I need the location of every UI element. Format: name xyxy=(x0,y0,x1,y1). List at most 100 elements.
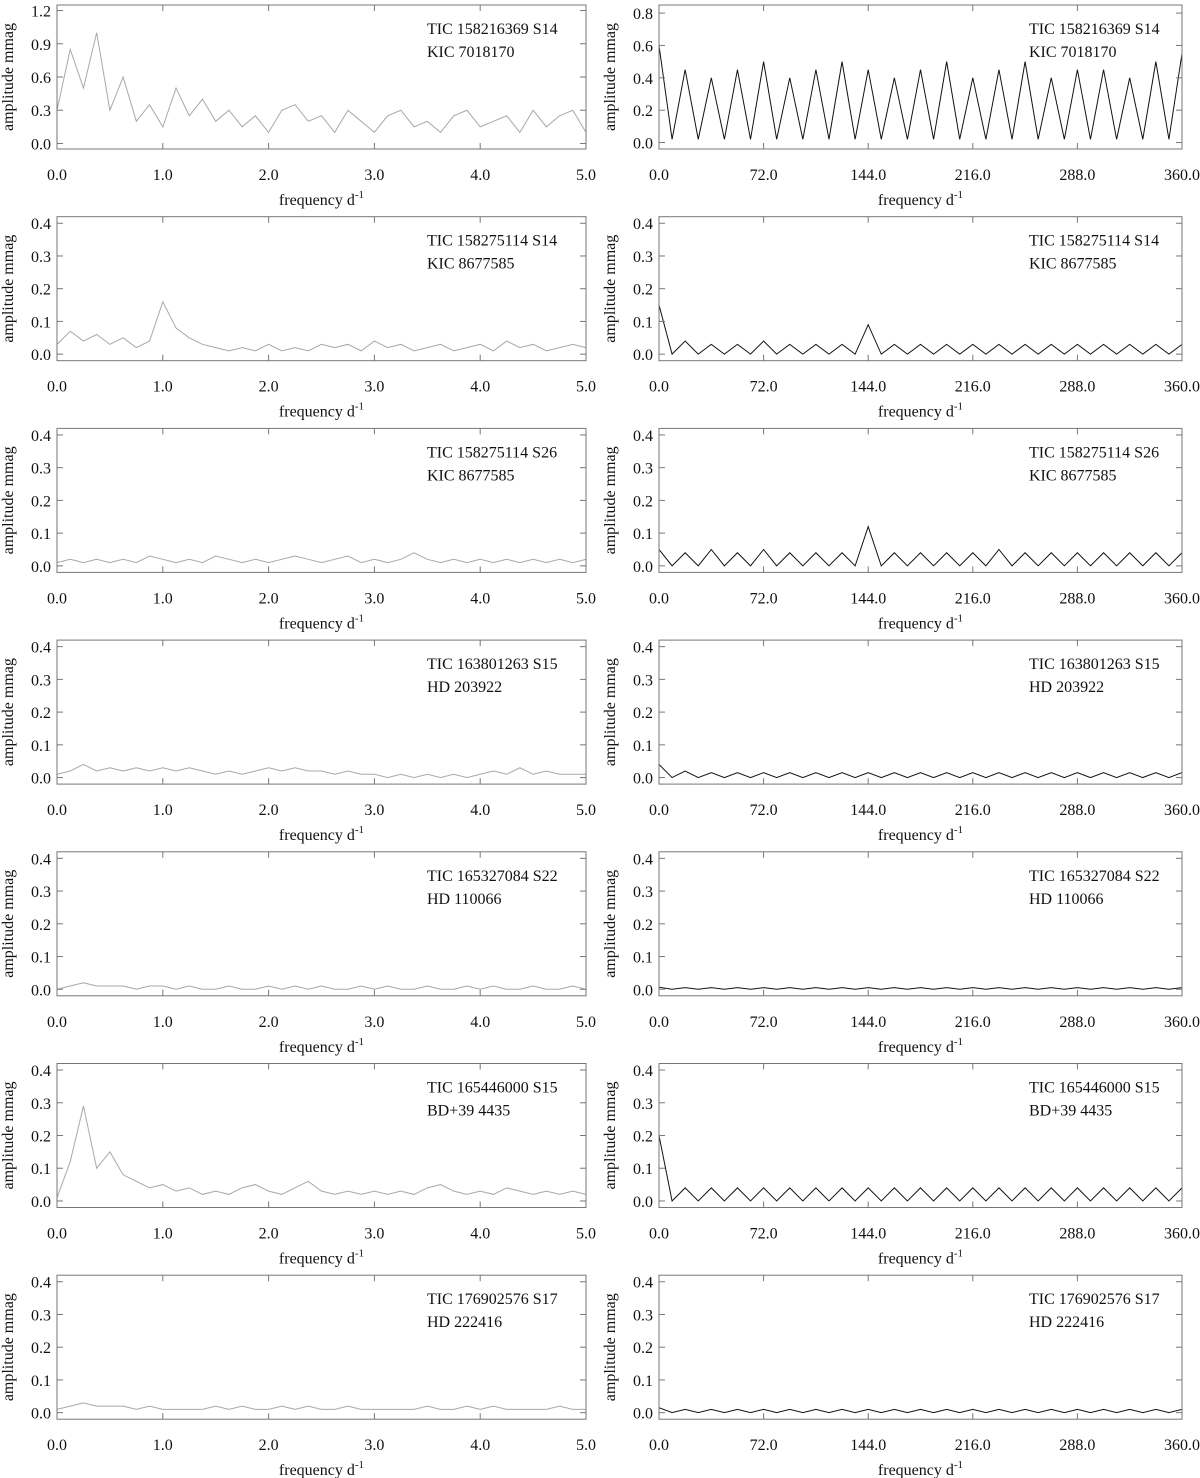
x-axis-label-text: frequency d xyxy=(279,192,355,209)
x-tick-label: 216.0 xyxy=(955,167,991,184)
annotation: KIC 8677585 xyxy=(427,256,515,273)
y-tick-label: 0.1 xyxy=(633,738,653,755)
x-axis-label-superscript: -1 xyxy=(355,612,364,624)
annotation: KIC 7018170 xyxy=(427,44,515,61)
panel: 0.0 1.0 2.0 3.0 4.0 5.0 0.0 0.1 0.2 0.3 0.4 frequen… xyxy=(0,851,596,1056)
x-tick-label: 1.0 xyxy=(153,802,173,819)
annotation: HD 110066 xyxy=(1029,891,1104,908)
x-axis-label-text: frequency d xyxy=(878,1462,954,1478)
x-tick-label: 1.0 xyxy=(153,1437,173,1454)
x-tick-label: 4.0 xyxy=(470,1226,490,1243)
plot-area xyxy=(659,1407,1182,1414)
annotation: TIC 165446000 S15 xyxy=(427,1080,558,1097)
x-tick-label: 0.0 xyxy=(649,590,669,607)
x-axis-label: frequency d-1 xyxy=(279,189,364,209)
y-tick-label: 0.8 xyxy=(633,6,653,23)
plot-area xyxy=(659,304,1182,356)
y-tick-label: 0.0 xyxy=(633,1194,653,1211)
spectrum-line xyxy=(659,304,1182,356)
y-tick-label: 0.4 xyxy=(633,71,653,88)
x-tick-label: 3.0 xyxy=(364,802,384,819)
annotation: TIC 158216369 S14 xyxy=(427,21,558,38)
y-tick-label: 0.2 xyxy=(633,917,653,934)
y-tick-label: 0.4 xyxy=(633,1063,653,1080)
y-tick-label: 0.1 xyxy=(31,1161,51,1178)
y-axis-label: amplitude mmag xyxy=(602,235,619,343)
y-tick-label: 0.4 xyxy=(31,851,51,868)
spectrum-line xyxy=(659,986,1182,990)
x-tick-label: 3.0 xyxy=(364,590,384,607)
x-tick-label: 2.0 xyxy=(259,802,279,819)
x-axis-label-superscript: -1 xyxy=(355,401,364,413)
y-tick-label: 0.3 xyxy=(31,249,51,266)
x-tick-label: 360.0 xyxy=(1164,1226,1200,1243)
annotation: HD 203922 xyxy=(1029,679,1104,696)
annotation: HD 203922 xyxy=(427,679,502,696)
annotation: TIC 165327084 S22 xyxy=(1029,868,1160,885)
y-tick-label: 0.9 xyxy=(31,37,51,54)
x-axis-label-superscript: -1 xyxy=(954,1248,963,1260)
y-tick-label: 0.0 xyxy=(31,559,51,576)
x-tick-label: 288.0 xyxy=(1059,1437,1095,1454)
panel: 0.0 1.0 2.0 3.0 4.0 5.0 0.0 0.1 0.2 0.3 0.4 frequen… xyxy=(0,1274,596,1478)
x-tick-label: 0.0 xyxy=(47,379,67,396)
annotation: TIC 158216369 S14 xyxy=(1029,21,1160,38)
y-tick-label: 0.1 xyxy=(633,314,653,331)
x-axis-label-superscript: -1 xyxy=(355,189,364,201)
x-tick-label: 288.0 xyxy=(1059,379,1095,396)
x-tick-label: 2.0 xyxy=(259,1437,279,1454)
y-tick-label: 0.0 xyxy=(31,136,51,153)
y-tick-label: 0.0 xyxy=(633,136,653,153)
y-tick-label: 0.3 xyxy=(31,461,51,478)
x-tick-label: 1.0 xyxy=(153,1226,173,1243)
annotation: KIC 7018170 xyxy=(1029,44,1117,61)
x-tick-label: 1.0 xyxy=(153,1014,173,1031)
y-axis-label: amplitude mmag xyxy=(0,23,17,131)
y-tick-label: 0.2 xyxy=(31,282,51,299)
x-axis-label-text: frequency d xyxy=(878,615,954,632)
x-tick-label: 216.0 xyxy=(955,1437,991,1454)
spectrum-line xyxy=(57,300,586,352)
y-axis-label: amplitude mmag xyxy=(0,235,17,343)
x-tick-label: 72.0 xyxy=(750,167,778,184)
y-tick-label: 0.1 xyxy=(31,738,51,755)
y-axis-label: amplitude mmag xyxy=(0,1082,17,1190)
y-tick-label: 0.0 xyxy=(31,1406,51,1423)
x-tick-label: 4.0 xyxy=(470,1014,490,1031)
x-tick-label: 72.0 xyxy=(750,1437,778,1454)
spectrum-line xyxy=(57,1105,586,1198)
y-tick-label: 0.0 xyxy=(633,559,653,576)
annotation: KIC 8677585 xyxy=(427,467,515,484)
panel: 0.0 1.0 2.0 3.0 4.0 5.0 0.0 0.1 0.2 0.3 0.4 frequen… xyxy=(0,1063,596,1268)
panel: 0.0 1.0 2.0 3.0 4.0 5.0 0.0 0.3 0.6 0.9 1.2 frequen… xyxy=(0,4,596,209)
x-axis-label-superscript: -1 xyxy=(954,1459,963,1471)
annotation: TIC 158275114 S26 xyxy=(1029,444,1159,461)
spectrum-line xyxy=(57,32,586,134)
x-tick-label: 360.0 xyxy=(1164,1437,1200,1454)
y-tick-label: 0.4 xyxy=(31,216,51,233)
annotation: TIC 163801263 S15 xyxy=(1029,656,1160,673)
x-tick-label: 0.0 xyxy=(649,379,669,396)
panel: 0.0 72.0 144.0 216.0 288.0 360.0 0.0 0.1 0.2 0.3 0… xyxy=(602,216,1200,421)
x-tick-label: 72.0 xyxy=(750,590,778,607)
y-axis-label: amplitude mmag xyxy=(0,446,17,554)
y-axis-label: amplitude mmag xyxy=(602,658,619,766)
x-tick-label: 0.0 xyxy=(47,802,67,819)
y-tick-label: 0.0 xyxy=(633,1406,653,1423)
y-axis-label: amplitude mmag xyxy=(602,446,619,554)
panel: 0.0 72.0 144.0 216.0 288.0 360.0 0.0 0.1 0.2 0.3 0… xyxy=(602,427,1200,632)
x-tick-label: 1.0 xyxy=(153,590,173,607)
x-tick-label: 288.0 xyxy=(1059,1226,1095,1243)
y-axis-label: amplitude mmag xyxy=(602,870,619,978)
plot-area xyxy=(659,45,1182,140)
x-tick-label: 0.0 xyxy=(649,167,669,184)
plot-area xyxy=(659,764,1182,779)
y-tick-label: 0.2 xyxy=(633,103,653,120)
y-tick-label: 0.3 xyxy=(31,884,51,901)
x-axis-label-text: frequency d xyxy=(878,192,954,209)
x-axis-label-superscript: -1 xyxy=(954,612,963,624)
x-tick-label: 0.0 xyxy=(649,802,669,819)
x-tick-label: 144.0 xyxy=(850,590,886,607)
panel: 0.0 1.0 2.0 3.0 4.0 5.0 0.0 0.1 0.2 0.3 0.4 frequen… xyxy=(0,216,596,421)
